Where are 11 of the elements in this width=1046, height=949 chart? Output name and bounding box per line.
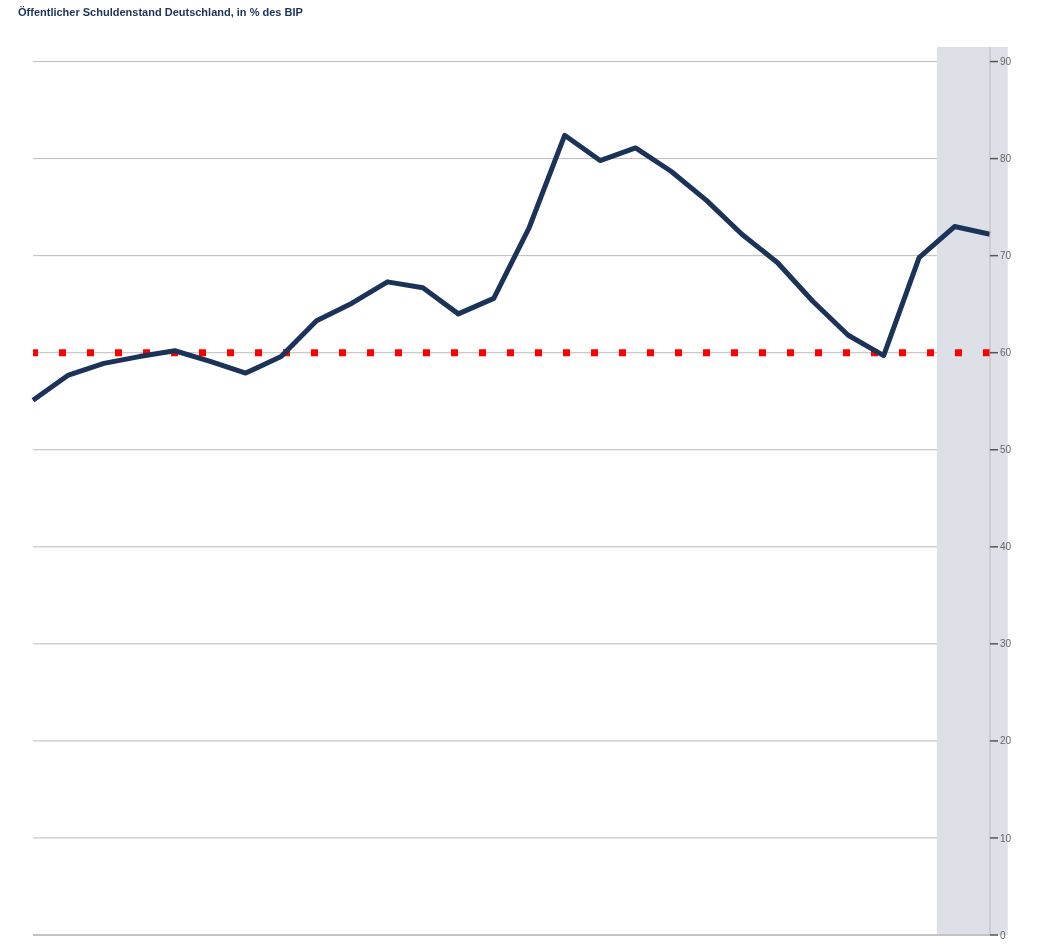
- y-tick-label: 80: [1000, 153, 1012, 165]
- chart-title: Öffentlicher Schuldenstand Deutschland, in % des BIP: [18, 6, 303, 18]
- y-tick-label: 40: [1000, 541, 1012, 553]
- y-tick-label: 0: [1000, 929, 1006, 941]
- y-tick-label: 90: [1000, 56, 1012, 68]
- y-tick-label: 30: [1000, 638, 1012, 650]
- y-tick-label: 70: [1000, 250, 1012, 262]
- y-tick-label: 20: [1000, 735, 1012, 747]
- y-tick-label: 50: [1000, 444, 1012, 456]
- y-tick-label: 60: [1000, 347, 1012, 359]
- y-tick-label: 10: [1000, 832, 1012, 844]
